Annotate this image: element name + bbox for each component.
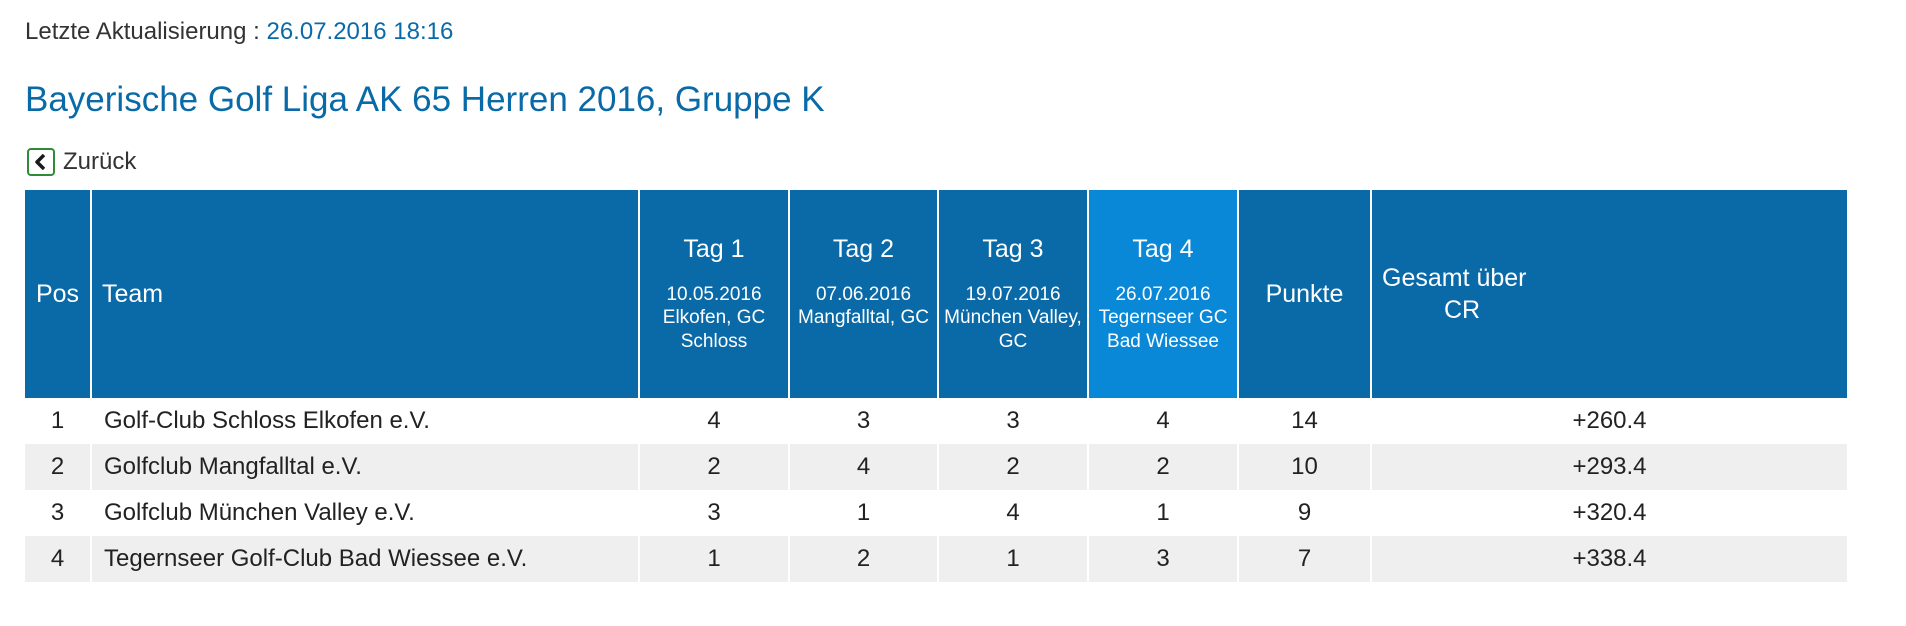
header-team[interactable]: Team (91, 190, 640, 398)
cell-tag-4: 1 (1088, 490, 1239, 536)
cell-tag-2: 1 (789, 490, 939, 536)
tag-3-venue-line1: München Valley, (944, 306, 1082, 328)
tag-4-label: Tag 4 (1132, 234, 1194, 263)
cell-tag-1: 1 (639, 536, 790, 582)
cell-team: Tegernseer Golf-Club Bad Wiessee e.V. (91, 536, 640, 582)
tag-2-date: 07.06.2016 (815, 283, 912, 305)
cell-tag-4: 2 (1088, 444, 1239, 490)
cell-pos: 1 (25, 398, 92, 444)
cell-pos: 3 (25, 490, 92, 536)
cell-tag-3: 4 (938, 490, 1089, 536)
cell-gesamt: +320.4 (1371, 490, 1849, 536)
cell-tag-3: 1 (938, 536, 1089, 582)
cell-tag-1: 2 (639, 444, 790, 490)
header-tag-1[interactable]: Tag 1 10.05.2016 Elkofen, GC Schloss (639, 190, 790, 398)
last-update-date: 26.07.2016 18:16 (266, 18, 454, 45)
tag-1-venue-line2: Schloss (680, 330, 748, 352)
tag-2-venue-line2 (790, 330, 936, 354)
header-gesamt[interactable]: Gesamt über CR (1371, 190, 1849, 398)
tag-4-venue-line1: Tegernseer GC (1098, 306, 1228, 328)
tag-3-label: Tag 3 (982, 234, 1044, 263)
cell-pos: 2 (25, 444, 92, 490)
cell-gesamt: +338.4 (1371, 536, 1849, 582)
back-label: Zurück (63, 148, 137, 175)
cell-gesamt: +260.4 (1371, 398, 1849, 444)
tag-3-date: 19.07.2016 (965, 283, 1061, 305)
tag-4-date: 26.07.2016 (1115, 283, 1211, 305)
tag-3-venue-line2: GC (998, 330, 1028, 352)
cell-tag-1: 4 (639, 398, 790, 444)
page-title: Bayerische Golf Liga AK 65 Herren 2016, … (25, 80, 825, 119)
tag-1-label: Tag 1 (683, 234, 745, 263)
back-link[interactable]: Zurück (27, 148, 136, 176)
cell-tag-4: 4 (1088, 398, 1239, 444)
tag-4-venue-line2: Bad Wiessee (1107, 330, 1219, 352)
chevron-left-icon (27, 148, 55, 176)
last-update: Letzte Aktualisierung : 26.07.2016 18:16 (25, 18, 453, 46)
cell-punkte: 7 (1238, 536, 1372, 582)
cell-punkte: 9 (1238, 490, 1372, 536)
tag-2-venue-line1: Mangfalltal, GC (798, 306, 929, 328)
cell-gesamt: +293.4 (1371, 444, 1849, 490)
header-tag-3[interactable]: Tag 3 19.07.2016 München Valley, GC (938, 190, 1089, 398)
cell-punkte: 10 (1238, 444, 1372, 490)
cell-tag-2: 2 (789, 536, 939, 582)
header-tag-2[interactable]: Tag 2 07.06.2016 Mangfalltal, GC (789, 190, 939, 398)
tag-1-venue-line1: Elkofen, GC (662, 306, 766, 328)
gesamt-label-line2: CR (1444, 296, 1481, 324)
table-row: 1 Golf-Club Schloss Elkofen e.V. 4 3 3 4… (25, 398, 1849, 444)
header-row: Pos Team Tag 1 10.05.2016 Elkofen, GC Sc… (25, 190, 1849, 398)
cell-pos: 4 (25, 536, 92, 582)
tag-1-date: 10.05.2016 (666, 283, 762, 305)
gesamt-label-line1: Gesamt über (1382, 264, 1527, 292)
cell-tag-4: 3 (1088, 536, 1239, 582)
standings-table: Pos Team Tag 1 10.05.2016 Elkofen, GC Sc… (25, 190, 1849, 582)
tag-2-label: Tag 2 (832, 234, 895, 263)
cell-tag-2: 4 (789, 444, 939, 490)
last-update-label: Letzte Aktualisierung : (25, 18, 267, 45)
cell-tag-2: 3 (789, 398, 939, 444)
cell-punkte: 14 (1238, 398, 1372, 444)
table-row: 4 Tegernseer Golf-Club Bad Wiessee e.V. … (25, 536, 1849, 582)
table-row: 3 Golfclub München Valley e.V. 3 1 4 1 9… (25, 490, 1849, 536)
header-tag-4[interactable]: Tag 4 26.07.2016 Tegernseer GC Bad Wiess… (1088, 190, 1239, 398)
cell-tag-3: 2 (938, 444, 1089, 490)
cell-team: Golfclub Mangfalltal e.V. (91, 444, 640, 490)
cell-tag-3: 3 (938, 398, 1089, 444)
table-row: 2 Golfclub Mangfalltal e.V. 2 4 2 2 10 +… (25, 444, 1849, 490)
header-punkte[interactable]: Punkte (1238, 190, 1372, 398)
cell-team: Golf-Club Schloss Elkofen e.V. (91, 398, 640, 444)
cell-team: Golfclub München Valley e.V. (91, 490, 640, 536)
header-pos[interactable]: Pos (25, 190, 92, 398)
cell-tag-1: 3 (639, 490, 790, 536)
